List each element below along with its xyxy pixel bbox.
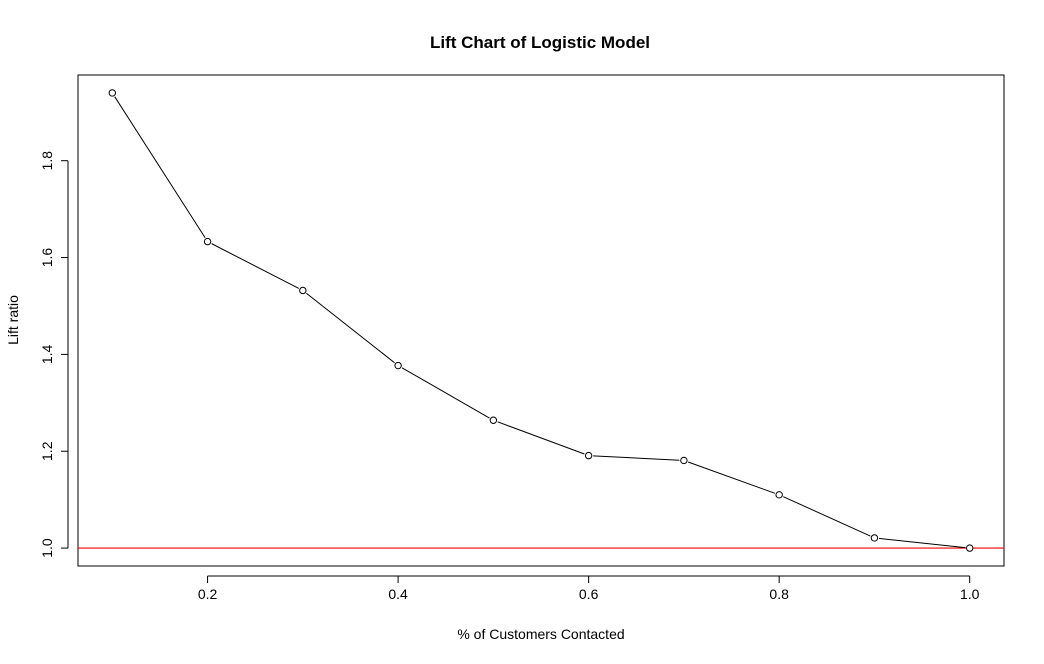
x-axis: 0.2 0.4 0.6 0.8 1.0	[198, 575, 980, 602]
x-tick-label: 0.8	[769, 586, 789, 602]
series-line-lift-ratio	[114, 96, 966, 549]
data-point	[394, 361, 402, 370]
x-tick-label: 0.4	[388, 586, 408, 602]
x-axis-label: % of Customers Contacted	[457, 626, 624, 642]
y-tick-label: 1.4	[39, 344, 55, 364]
plot-frame	[77, 74, 1005, 567]
data-point	[680, 456, 688, 465]
data-point	[966, 544, 974, 552]
data-point	[489, 416, 498, 424]
x-tick-label: 1.0	[960, 586, 980, 602]
data-point	[108, 89, 116, 97]
y-tick-label: 1.0	[39, 538, 55, 558]
x-tick-label: 0.2	[198, 586, 218, 602]
y-tick-label: 1.8	[39, 151, 55, 171]
data-point	[775, 491, 783, 499]
y-tick-label: 1.6	[39, 248, 55, 268]
data-point	[299, 286, 307, 295]
data-point	[870, 534, 879, 542]
data-point	[203, 237, 212, 246]
y-axis: 1.0 1.2 1.4 1.6 1.8	[39, 151, 69, 558]
chart-title: Lift Chart of Logistic Model	[430, 33, 650, 52]
data-point	[584, 451, 593, 460]
series-points	[108, 89, 974, 552]
x-tick-label: 0.6	[579, 586, 599, 602]
y-tick-label: 1.2	[39, 441, 55, 461]
y-axis-label: Lift ratio	[5, 295, 21, 345]
